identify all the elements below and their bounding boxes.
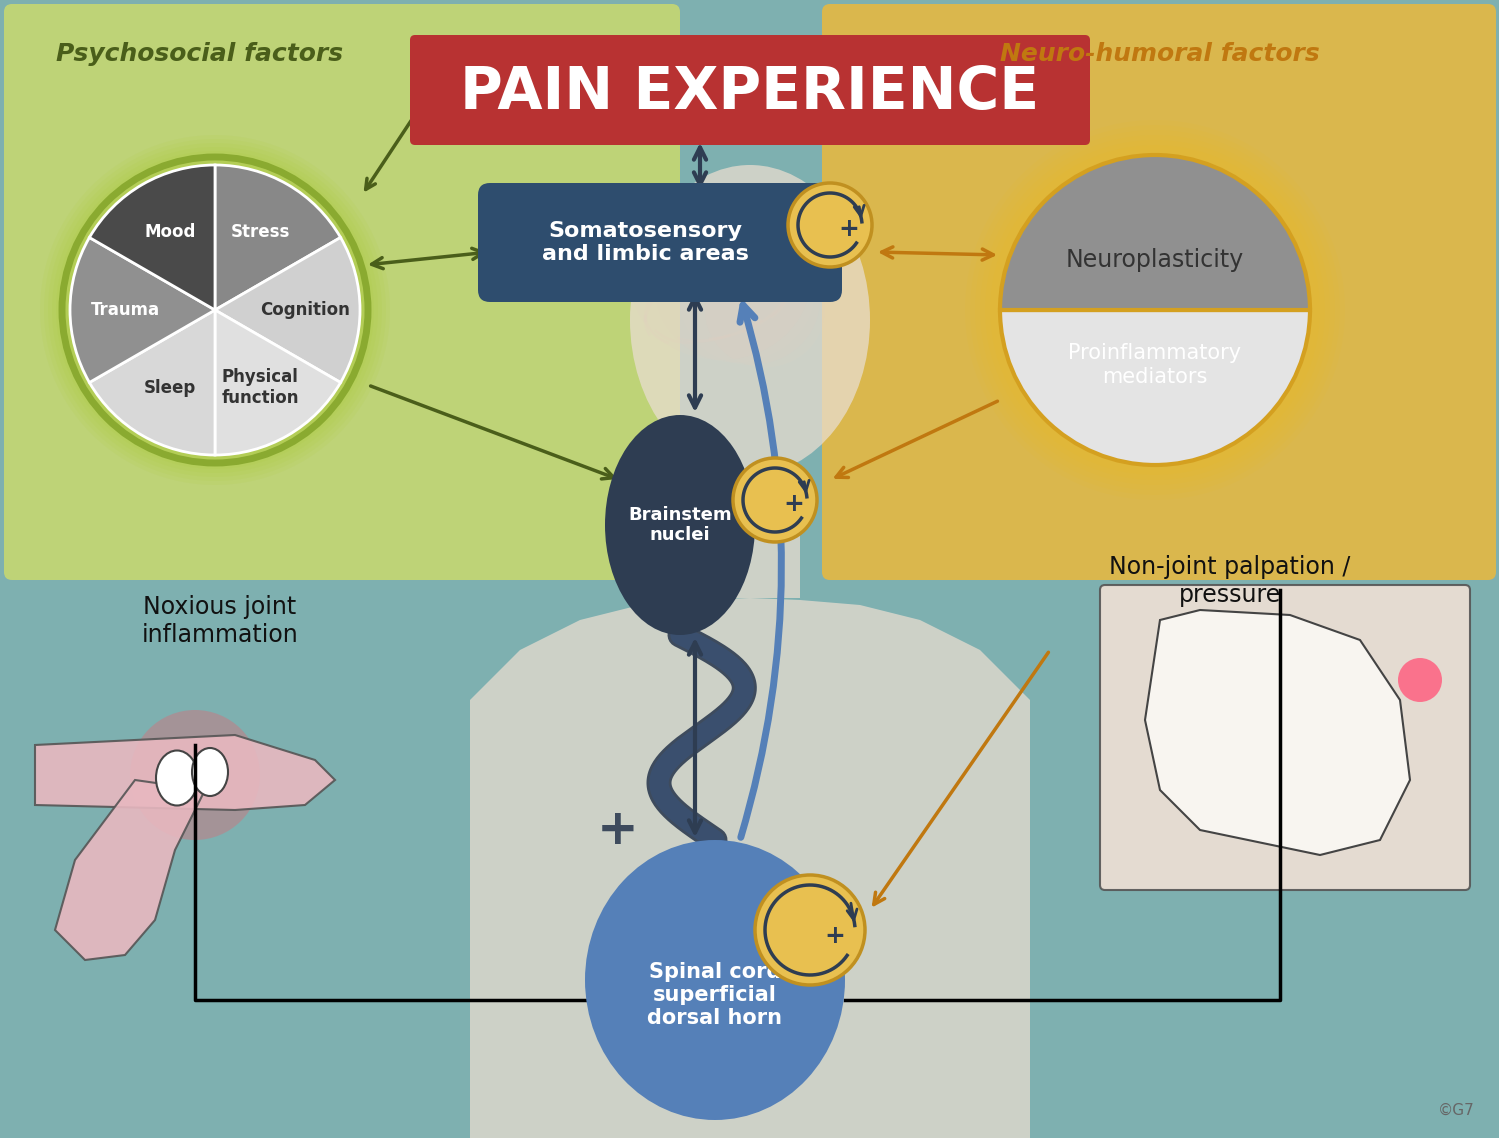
Text: PAIN EXPERIENCE: PAIN EXPERIENCE xyxy=(460,64,1040,121)
Text: ©G7: ©G7 xyxy=(1438,1103,1475,1118)
Wedge shape xyxy=(214,165,340,310)
Text: Cognition: Cognition xyxy=(259,300,349,319)
Text: Spinal cord
superficial
dorsal horn: Spinal cord superficial dorsal horn xyxy=(648,962,782,1029)
Polygon shape xyxy=(1145,610,1411,855)
Text: Psychosocial factors: Psychosocial factors xyxy=(57,42,343,66)
Circle shape xyxy=(755,875,865,986)
Polygon shape xyxy=(34,735,334,810)
Polygon shape xyxy=(700,480,800,597)
Text: Sleep: Sleep xyxy=(144,379,196,397)
Polygon shape xyxy=(55,780,205,960)
Ellipse shape xyxy=(192,748,228,795)
Text: Neuro-humoral factors: Neuro-humoral factors xyxy=(1000,42,1321,66)
Circle shape xyxy=(989,145,1321,475)
Text: Non-joint palpation /
pressure: Non-joint palpation / pressure xyxy=(1109,555,1351,607)
Ellipse shape xyxy=(606,415,755,635)
Ellipse shape xyxy=(655,217,815,363)
Circle shape xyxy=(52,147,378,473)
Circle shape xyxy=(43,139,387,481)
Wedge shape xyxy=(1000,310,1310,465)
Circle shape xyxy=(965,119,1345,500)
Circle shape xyxy=(48,143,382,477)
Circle shape xyxy=(55,151,373,469)
Text: Stress: Stress xyxy=(231,223,289,241)
FancyBboxPatch shape xyxy=(821,5,1496,580)
Text: Physical
function: Physical function xyxy=(222,369,298,407)
FancyBboxPatch shape xyxy=(4,5,681,580)
Circle shape xyxy=(130,710,259,840)
Text: Trauma: Trauma xyxy=(90,300,160,319)
Text: Proinflammatory
mediators: Proinflammatory mediators xyxy=(1069,344,1241,387)
Circle shape xyxy=(788,183,872,267)
Wedge shape xyxy=(1000,155,1310,310)
Circle shape xyxy=(733,457,817,542)
Wedge shape xyxy=(214,238,360,382)
Ellipse shape xyxy=(705,253,824,368)
Circle shape xyxy=(974,130,1336,490)
Circle shape xyxy=(970,125,1340,495)
Wedge shape xyxy=(70,238,214,382)
Circle shape xyxy=(40,135,390,485)
Circle shape xyxy=(1399,658,1442,702)
Text: Neuroplasticity: Neuroplasticity xyxy=(1066,248,1244,272)
Ellipse shape xyxy=(585,840,845,1120)
Ellipse shape xyxy=(630,200,809,360)
Ellipse shape xyxy=(681,236,820,365)
FancyBboxPatch shape xyxy=(411,35,1090,145)
Text: +: + xyxy=(597,806,639,854)
Circle shape xyxy=(980,135,1330,485)
Text: +: + xyxy=(838,217,859,241)
Text: Somatosensory
and limbic areas: Somatosensory and limbic areas xyxy=(541,221,748,264)
Text: Noxious joint
inflammation: Noxious joint inflammation xyxy=(141,595,298,646)
FancyBboxPatch shape xyxy=(478,183,842,302)
Circle shape xyxy=(985,140,1325,480)
Circle shape xyxy=(60,155,370,465)
Polygon shape xyxy=(471,597,1030,1138)
Ellipse shape xyxy=(630,165,869,475)
Wedge shape xyxy=(90,165,214,310)
Text: Brainstem
nuclei: Brainstem nuclei xyxy=(628,505,732,544)
Text: +: + xyxy=(824,924,845,948)
Ellipse shape xyxy=(156,750,198,806)
Wedge shape xyxy=(214,310,340,455)
FancyBboxPatch shape xyxy=(1100,585,1471,890)
Wedge shape xyxy=(90,310,214,455)
Text: +: + xyxy=(784,493,805,517)
Text: Mood: Mood xyxy=(144,223,196,241)
